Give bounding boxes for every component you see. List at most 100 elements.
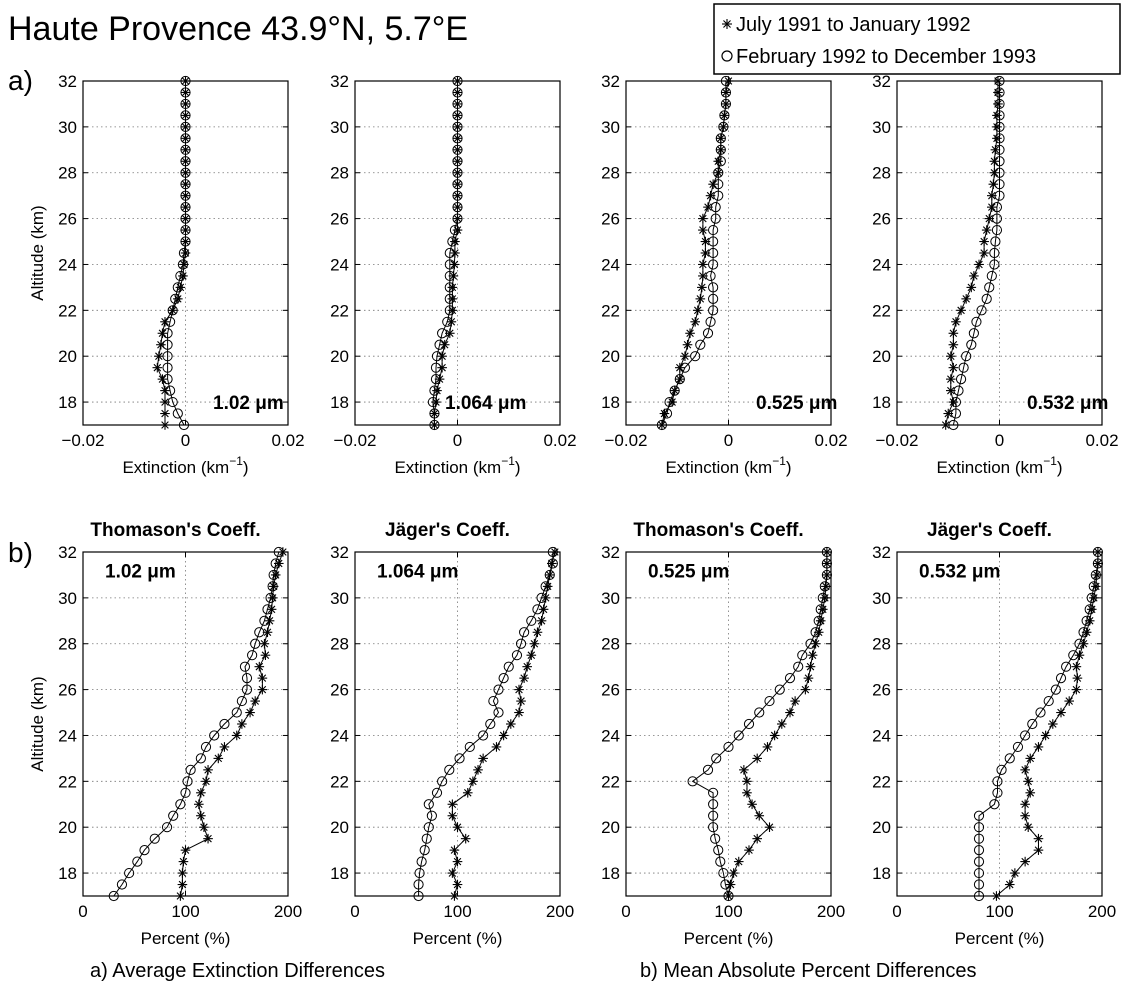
x-tick-label: −0.02 <box>333 431 376 450</box>
plot-b-1: 18 20 22 24 26 28 30 32 0 100 200 Percent (%) Jäger'… <box>330 520 574 948</box>
data-point-circle <box>239 661 251 672</box>
x-tick-label: 0.02 <box>1085 431 1118 450</box>
x-tick-label: 100 <box>443 902 471 921</box>
data-point-circle <box>973 856 985 867</box>
x-tick-label: 0 <box>621 902 630 921</box>
data-point-circle <box>950 396 962 408</box>
x-tick-label: −0.02 <box>61 431 104 450</box>
data-point-star <box>452 856 463 867</box>
data-point-circle <box>180 167 191 178</box>
x-axis-label: Percent (%) <box>141 929 231 948</box>
data-point-circle <box>447 236 458 247</box>
data-point-circle <box>656 419 667 431</box>
data-point-star <box>1020 765 1030 775</box>
data-point-circle <box>815 604 826 615</box>
data-point-circle <box>720 87 732 98</box>
data-point-star <box>940 420 951 430</box>
data-point-star <box>682 339 693 350</box>
data-point-circle <box>708 236 719 247</box>
data-point-star <box>1089 593 1099 603</box>
x-tick-label: 0.02 <box>543 431 576 450</box>
x-tick-label: 0 <box>892 902 901 921</box>
series-line-circle <box>978 552 1099 896</box>
data-point-circle <box>132 856 143 867</box>
panel-title: Jäger's Coeff. <box>927 520 1052 541</box>
data-point-star <box>259 638 270 649</box>
x-tick-label: 0.02 <box>814 431 847 450</box>
x-tick-label: 100 <box>985 902 1013 921</box>
data-point-circle <box>177 259 189 270</box>
data-point-star <box>491 742 502 752</box>
y-tick-label: 24 <box>872 255 891 274</box>
data-point-star <box>956 305 966 316</box>
data-point-circle <box>426 810 437 821</box>
data-point-circle <box>966 339 977 350</box>
data-point-circle <box>984 282 995 293</box>
data-point-circle <box>452 144 463 155</box>
data-point-circle <box>989 259 1000 270</box>
wavelength-label: 1.02 μm <box>105 561 176 582</box>
x-tick-label: 200 <box>274 902 302 921</box>
data-point-star <box>987 202 997 212</box>
data-point-circle <box>452 133 463 144</box>
data-point-circle <box>661 408 673 419</box>
x-tick-label: 0 <box>453 431 462 450</box>
data-point-circle <box>994 87 1005 98</box>
data-point-circle <box>421 833 432 844</box>
data-point-circle <box>743 718 755 730</box>
y-tick-label: 22 <box>58 772 77 791</box>
data-point-circle <box>713 845 724 856</box>
y-tick-label: 22 <box>601 301 620 320</box>
series-line-circle <box>113 551 280 897</box>
data-point-star <box>739 765 749 775</box>
data-point-star <box>257 684 268 695</box>
data-point-circle <box>817 592 828 603</box>
data-point-star <box>762 742 773 752</box>
data-point-circle <box>968 328 979 339</box>
data-point-star <box>698 271 708 281</box>
data-point-star <box>1071 684 1082 695</box>
data-point-circle <box>992 776 1003 787</box>
x-tick-label: 0 <box>181 431 190 450</box>
data-point-star <box>498 730 509 741</box>
y-tick-label: 24 <box>58 726 77 745</box>
data-point-circle <box>955 374 967 385</box>
data-point-star <box>157 328 168 339</box>
data-point-circle <box>185 764 196 775</box>
y-tick-label: 20 <box>872 347 891 366</box>
data-point-circle <box>430 362 442 373</box>
legend-star-icon <box>722 19 732 29</box>
data-point-circle <box>434 339 445 350</box>
data-point-star <box>747 799 757 810</box>
data-point-circle <box>170 293 181 304</box>
data-point-circle <box>973 867 985 879</box>
plot-a-1: 18 20 22 24 26 28 30 32 −0.02 0 0.02 Extinction (km… <box>330 72 576 477</box>
data-point-circle <box>1068 650 1079 661</box>
data-point-circle <box>679 362 691 373</box>
data-point-circle <box>996 764 1007 775</box>
data-point-star <box>538 604 549 615</box>
y-tick-label: 18 <box>872 864 891 883</box>
data-point-circle <box>819 581 830 592</box>
data-point-circle <box>723 741 734 753</box>
data-point-circle <box>948 419 959 431</box>
data-point-star <box>705 190 716 201</box>
data-point-circle <box>1061 661 1072 672</box>
y-tick-label: 28 <box>330 635 349 654</box>
data-point-circle <box>754 707 765 718</box>
data-point-star <box>685 328 695 339</box>
data-point-star <box>203 765 213 775</box>
data-point-star <box>695 294 706 304</box>
legend-star-mark <box>722 19 732 29</box>
plot-b-0: 18 20 22 24 26 28 30 32 0 100 200 Percent (%) Altitu… <box>28 520 302 948</box>
y-tick-label: 20 <box>58 347 77 366</box>
data-point-circle <box>674 374 685 385</box>
data-point-circle <box>259 615 270 626</box>
data-point-circle <box>702 764 714 775</box>
data-point-star <box>447 305 458 316</box>
data-point-circle <box>178 247 190 259</box>
data-point-circle <box>708 799 719 810</box>
data-point-star <box>519 673 529 683</box>
data-point-circle <box>797 650 808 661</box>
data-point-circle <box>485 718 496 730</box>
